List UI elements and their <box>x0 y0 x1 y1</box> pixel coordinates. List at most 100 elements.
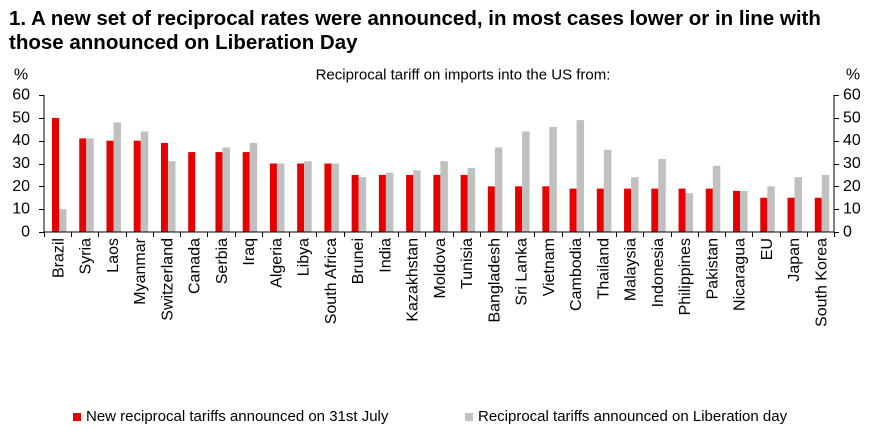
bar-new-tariff-algeria <box>269 163 277 232</box>
bar-liberation-day-bangladesh <box>494 147 503 232</box>
bar-new-tariff-canada <box>188 152 196 232</box>
bar-liberation-day-laos <box>113 122 121 232</box>
x-tick-label: Indonesia <box>650 238 667 307</box>
bar-new-tariff-cambodia <box>569 188 577 232</box>
x-ticks-group <box>44 232 835 237</box>
bar-liberation-day-libya <box>304 161 312 232</box>
bar-liberation-day-kazakhstan <box>413 170 421 232</box>
legend-item-new-tariffs: New reciprocal tariffs announced on 31st… <box>73 408 388 426</box>
bar-liberation-day-thailand <box>603 149 612 232</box>
bar-liberation-day-eu <box>767 186 775 232</box>
bar-liberation-day-south-africa <box>331 163 339 232</box>
y-axis-unit-right: % <box>846 67 860 84</box>
y-tick-label-left: 50 <box>12 109 30 126</box>
bar-new-tariff-bangladesh <box>487 186 495 232</box>
x-tick-label: Pakistan <box>704 238 721 299</box>
bar-new-tariff-laos <box>106 140 114 232</box>
bar-liberation-day-switzerland <box>167 161 176 232</box>
x-tick-label: EU <box>759 238 776 260</box>
bar-new-tariff-japan <box>787 197 795 232</box>
bar-new-tariff-south-korea <box>814 197 822 232</box>
x-tick-label: Japan <box>786 238 803 282</box>
y-ticks-group: 0 0 10 10 20 20 30 30 40 40 50 50 60 60 <box>12 87 861 241</box>
y-tick-label-right: 40 <box>843 132 861 149</box>
x-tick-label: Laos <box>105 238 122 273</box>
bar-liberation-day-nicaragua <box>740 190 748 232</box>
bar-new-tariff-iraq <box>242 152 250 232</box>
x-tick-label: Cambodia <box>568 238 585 311</box>
bar-liberation-day-sri-lanka <box>522 131 530 232</box>
bar-liberation-day-brunei <box>358 177 367 232</box>
bar-new-tariff-indonesia <box>651 188 659 232</box>
bar-liberation-day-serbia <box>222 147 230 232</box>
x-tick-label: Bangladesh <box>486 238 503 323</box>
bar-liberation-day-vietnam <box>549 126 557 232</box>
y-tick-label-right: 10 <box>843 201 861 218</box>
x-tick-label: Iraq <box>241 238 258 266</box>
x-tick-label: Nicaragua <box>732 238 749 311</box>
x-tick-label: Moldova <box>432 238 449 299</box>
bar-liberation-day-tunisia <box>467 168 476 232</box>
bar-new-tariff-tunisia <box>460 174 468 232</box>
bar-liberation-day-iraq <box>249 142 258 232</box>
x-tick-label: Myanmar <box>132 237 149 304</box>
x-tick-label: Kazakhstan <box>405 238 422 322</box>
bar-new-tariff-kazakhstan <box>406 174 414 232</box>
x-tick-label: Serbia <box>214 238 231 284</box>
x-tick-label: Canada <box>187 238 204 294</box>
legend-item-liberation-day: Reciprocal tariffs announced on Liberati… <box>465 408 787 426</box>
x-labels-group: Brazil Syria Laos Myanmar Switzerland Canada S… <box>51 237 831 327</box>
bar-new-tariff-myanmar <box>133 140 141 232</box>
y-tick-label-right: 60 <box>843 87 861 104</box>
bars-group <box>52 117 830 232</box>
x-tick-label: Brunei <box>350 238 367 284</box>
x-tick-label: Malaysia <box>623 238 640 301</box>
bar-liberation-day-south-korea <box>821 174 830 232</box>
x-tick-label: Libya <box>296 238 313 276</box>
x-tick-label: Switzerland <box>159 238 176 321</box>
bar-new-tariff-vietnam <box>542 186 550 232</box>
bar-liberation-day-india <box>385 172 394 232</box>
bar-new-tariff-india <box>378 174 386 232</box>
y-tick-label-left: 20 <box>12 178 30 195</box>
legend-label-liberation-day: Reciprocal tariffs announced on Liberati… <box>478 408 788 425</box>
bar-liberation-day-philippines <box>685 193 694 232</box>
legend-label-new-tariffs: New reciprocal tariffs announced on 31st… <box>86 408 389 425</box>
bar-new-tariff-south-africa <box>324 163 332 232</box>
bar-new-tariff-brazil <box>52 117 59 232</box>
bar-liberation-day-algeria <box>276 163 285 232</box>
bar-liberation-day-malaysia <box>631 177 639 232</box>
bar-new-tariff-switzerland <box>160 142 168 232</box>
bar-new-tariff-eu <box>760 197 768 232</box>
x-tick-label: Brazil <box>51 238 68 278</box>
bar-new-tariff-serbia <box>215 152 223 232</box>
bar-liberation-day-japan <box>794 177 803 232</box>
legend-swatch-liberation-day <box>465 413 473 421</box>
bar-new-tariff-syria <box>79 138 87 232</box>
y-tick-label-left: 0 <box>21 224 30 241</box>
x-tick-label: India <box>377 238 394 273</box>
legend-swatch-new-tariffs <box>73 413 81 421</box>
bar-liberation-day-brazil <box>59 209 67 232</box>
bar-new-tariff-pakistan <box>705 188 713 232</box>
bar-liberation-day-syria <box>86 138 94 232</box>
x-tick-label: South Africa <box>323 238 340 324</box>
x-tick-label: Philippines <box>677 238 694 315</box>
bar-new-tariff-moldova <box>433 174 441 232</box>
x-tick-label: South Korea <box>813 238 830 327</box>
x-tick-label: Algeria <box>268 238 285 288</box>
y-tick-label-right: 0 <box>843 224 852 241</box>
bar-liberation-day-myanmar <box>140 131 149 232</box>
y-tick-label-right: 50 <box>843 109 861 126</box>
y-tick-label-left: 40 <box>12 132 30 149</box>
bar-liberation-day-pakistan <box>712 165 721 232</box>
x-tick-label: Tunisia <box>459 238 476 289</box>
x-tick-label: Thailand <box>595 238 612 299</box>
bar-new-tariff-philippines <box>678 188 686 232</box>
x-tick-label: Syria <box>78 238 95 275</box>
chart-subtitle: Reciprocal tariff on imports into the US… <box>316 67 611 84</box>
y-tick-label-left: 10 <box>12 201 30 218</box>
y-axis-unit-left: % <box>14 67 28 84</box>
bar-new-tariff-sri-lanka <box>515 186 523 232</box>
